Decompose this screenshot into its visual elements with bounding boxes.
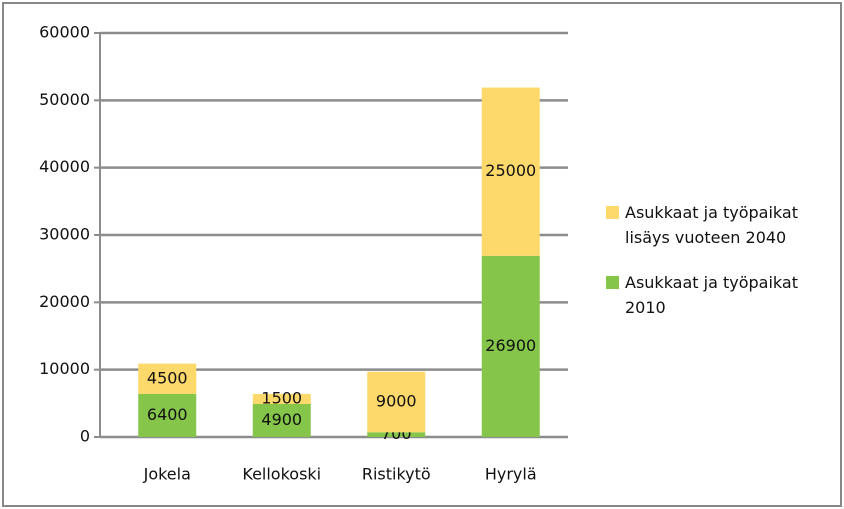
x-tick-label: Kellokoski xyxy=(242,465,321,484)
y-tick-label: 10000 xyxy=(39,359,90,378)
data-label: 4500 xyxy=(147,368,188,387)
data-label: 25000 xyxy=(485,161,536,180)
data-label: 1500 xyxy=(261,388,302,407)
bar-segment xyxy=(252,393,311,405)
y-tick-label: 50000 xyxy=(39,90,90,109)
data-label: 4900 xyxy=(261,410,302,429)
y-tick-label: 20000 xyxy=(39,292,90,311)
legend-label: Asukkaat ja työpaikat 2010 xyxy=(625,273,798,317)
data-label: 9000 xyxy=(376,391,417,410)
bar-segment xyxy=(138,393,197,437)
y-tick-label: 0 xyxy=(80,427,90,446)
data-label: 26900 xyxy=(485,336,536,355)
bar-segment xyxy=(481,87,540,256)
y-tick-label: 30000 xyxy=(39,225,90,244)
data-label: 6400 xyxy=(147,405,188,424)
legend-item: Asukkaat ja työpaikat lisäys vuoteen 204… xyxy=(606,200,836,250)
bar-segment xyxy=(138,363,197,394)
bar-segment xyxy=(367,371,426,433)
legend-item: Asukkaat ja työpaikat 2010 xyxy=(606,270,836,320)
y-tick-label: 40000 xyxy=(39,157,90,176)
x-tick-label: Jokela xyxy=(143,465,191,484)
x-tick-label: Hyrylä xyxy=(485,465,537,484)
legend-swatch xyxy=(606,206,619,219)
bar-segment xyxy=(252,404,311,437)
legend-swatch xyxy=(606,276,619,289)
bar-segment xyxy=(481,255,540,437)
bar-segment xyxy=(367,432,426,437)
x-tick-label: Ristikytö xyxy=(362,465,431,484)
y-tick-label: 60000 xyxy=(39,23,90,42)
legend-label: Asukkaat ja työpaikat lisäys vuoteen 204… xyxy=(625,203,798,247)
